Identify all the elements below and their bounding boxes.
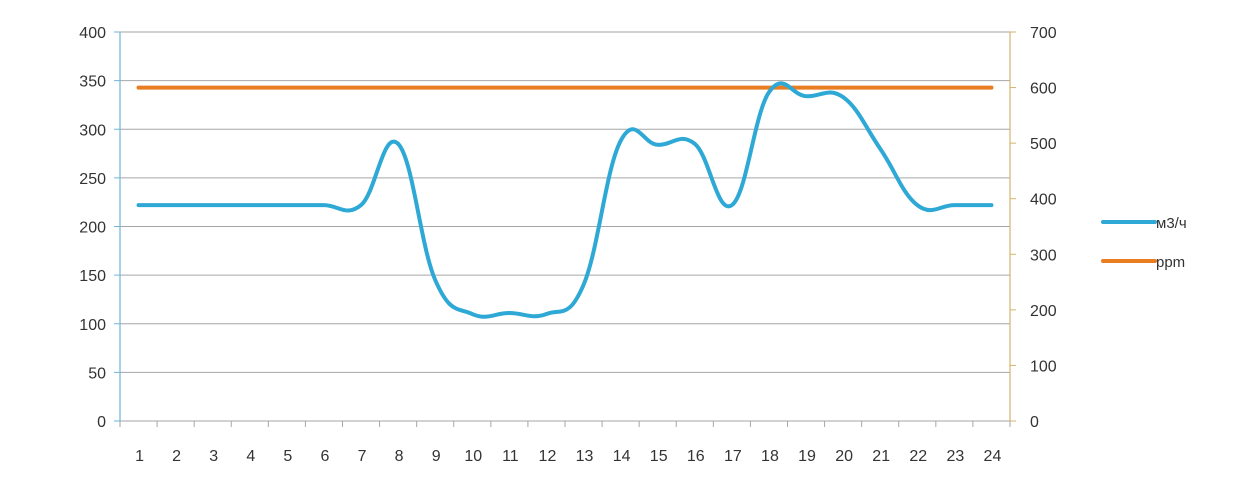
- x-tick-label: 19: [798, 448, 816, 465]
- legend: м3/ч ppm: [1101, 215, 1187, 271]
- x-tick-label: 13: [576, 448, 594, 465]
- y-axis-right: 0 100 200 300 400 500 600 700: [1009, 25, 1057, 431]
- x-tick-label: 3: [209, 448, 218, 465]
- x-tick-label: 24: [984, 448, 1002, 465]
- x-tick-label: 15: [650, 448, 668, 465]
- x-tick-label: 14: [613, 448, 631, 465]
- x-tick-label: 22: [909, 448, 927, 465]
- x-tick-label: 17: [724, 448, 742, 465]
- series-layer: [136, 81, 994, 319]
- x-tick-label: 16: [687, 448, 705, 465]
- x-tick-label: 4: [246, 448, 255, 465]
- legend-label: м3/ч: [1156, 215, 1187, 232]
- x-tick-label: 10: [464, 448, 482, 465]
- y-tick-label-right: 700: [1030, 25, 1057, 42]
- x-tick-label: 9: [432, 448, 441, 465]
- y-tick-label-right: 200: [1030, 303, 1057, 320]
- y-tick-label-left: 150: [79, 268, 106, 285]
- x-tick-label: 21: [872, 448, 890, 465]
- y-tick-label-left: 0: [97, 414, 106, 431]
- gridlines: [120, 31, 1010, 373]
- x-tick-label: 12: [539, 448, 557, 465]
- x-tick-label: 5: [283, 448, 292, 465]
- y-tick-label-left: 400: [79, 25, 106, 42]
- y-tick-label-left: 200: [79, 220, 106, 237]
- x-tick-label: 1: [135, 448, 144, 465]
- y-tick-label-left: 50: [88, 365, 106, 382]
- y-tick-label-right: 500: [1030, 136, 1057, 153]
- x-tick-label: 11: [502, 448, 519, 465]
- x-tick-label: 2: [172, 448, 181, 465]
- legend-label: ppm: [1156, 254, 1185, 271]
- y-tick-label-right: 400: [1030, 192, 1057, 209]
- x-tick-label: 7: [358, 448, 367, 465]
- x-tick-label: 18: [761, 448, 779, 465]
- y-axis-left: 0 50 100 150 200 250 300 350 400: [79, 25, 121, 431]
- y-tick-label-right: 0: [1030, 414, 1039, 431]
- y-tick-label-left: 300: [79, 122, 106, 139]
- x-tick-label: 20: [835, 448, 853, 465]
- y-tick-label-right: 100: [1030, 358, 1057, 375]
- x-tick-label: 6: [321, 448, 330, 465]
- series-line-m3h: [136, 81, 994, 319]
- y-tick-label-left: 100: [79, 317, 106, 334]
- y-tick-label-left: 250: [79, 171, 106, 188]
- x-axis: 1 2 3 4 5 6 7 8 9 10 11 12 13 14 15 16 17 18 19 20 21 22 23 24: [119, 420, 1011, 465]
- x-tick-label: 8: [395, 448, 404, 465]
- y-tick-label-right: 300: [1030, 247, 1057, 264]
- x-tick-label: 23: [946, 448, 964, 465]
- y-tick-label-left: 350: [79, 74, 106, 91]
- y-tick-label-right: 600: [1030, 81, 1057, 98]
